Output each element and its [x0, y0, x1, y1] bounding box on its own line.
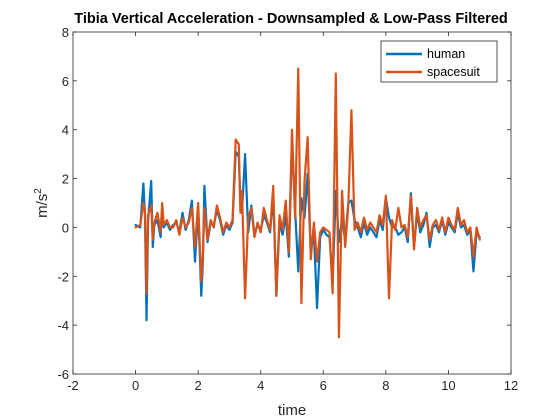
x-tick-label-6: 10 — [441, 378, 455, 393]
y-tick-label-1: -4 — [57, 318, 69, 333]
y-tick-label-0: -6 — [57, 367, 69, 382]
x-tick-label-2: 2 — [195, 378, 202, 393]
y-tick-label-7: 8 — [62, 25, 69, 40]
y-tick-label-5: 4 — [62, 123, 69, 138]
y-axis-label-base: m/s — [34, 194, 51, 218]
legend-box — [380, 40, 498, 83]
x-axis-label: time — [278, 402, 306, 419]
y-tick-label-2: -2 — [57, 269, 69, 284]
y-axis-label: m/s2 — [33, 188, 51, 218]
y-tick-label-3: 0 — [62, 220, 69, 235]
y-tick-label-4: 2 — [62, 172, 69, 187]
y-axis-label-exponent: 2 — [33, 188, 44, 194]
x-tick-label-5: 8 — [382, 378, 389, 393]
x-tick-label-0: -2 — [67, 378, 79, 393]
legend-entry-human: human — [427, 47, 465, 61]
x-axis: -2 0 2 4 6 8 10 12 — [67, 32, 518, 393]
x-tick-label-1: 0 — [132, 378, 139, 393]
series-layer — [134, 67, 481, 339]
x-tick-label-3: 4 — [257, 378, 264, 393]
plot-border — [72, 31, 512, 375]
x-tick-label-7: 12 — [504, 378, 518, 393]
legend-entry-spacesuit: spacesuit — [427, 65, 480, 79]
x-tick-label-4: 6 — [320, 378, 327, 393]
plot-area — [73, 32, 511, 374]
legend: human spacesuit — [380, 40, 498, 83]
chart-title: Tibia Vertical Acceleration - Downsample… — [74, 11, 508, 27]
y-tick-label-6: 6 — [62, 74, 69, 89]
series-line-spacesuit — [134, 67, 481, 339]
y-axis: -6 -4 -2 0 2 4 6 8 — [57, 25, 511, 382]
